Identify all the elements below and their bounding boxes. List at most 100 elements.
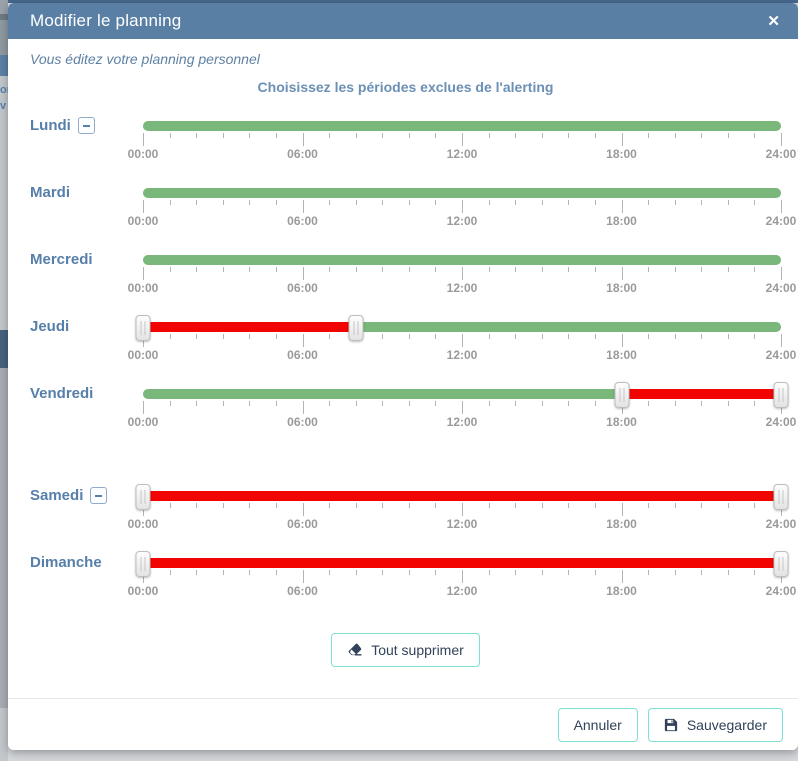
day-label: Dimanche <box>30 554 102 571</box>
slider-handle[interactable] <box>348 315 364 341</box>
slider-handle[interactable] <box>135 315 151 341</box>
slider-ticks <box>143 503 782 517</box>
slider-track[interactable] <box>143 255 781 265</box>
slider-track[interactable] <box>143 558 781 568</box>
tick-mark <box>568 267 570 272</box>
slider-track[interactable] <box>143 389 781 399</box>
tick-mark <box>648 133 650 138</box>
day-row: Lundi 00:00 06:00 12:00 18:00 24:00 <box>30 109 796 176</box>
tick-mark <box>674 267 676 272</box>
tick-label: 12:00 <box>446 415 478 429</box>
tick-mark <box>621 200 623 213</box>
tick-mark <box>701 334 703 339</box>
time-range-slider[interactable]: 00:00 06:00 12:00 18:00 24:00 <box>128 315 796 368</box>
tick-mark <box>754 570 756 575</box>
tick-mark <box>302 401 304 414</box>
slider-tick-labels: 00:00 06:00 12:00 18:00 24:00 <box>128 415 797 429</box>
tick-mark <box>435 401 437 406</box>
tick-mark <box>648 503 650 508</box>
tick-mark <box>568 133 570 138</box>
tick-mark <box>329 570 331 575</box>
tick-mark <box>435 503 437 508</box>
slider-segment-excluded[interactable] <box>143 491 781 501</box>
tick-mark <box>275 570 277 575</box>
slider-ticks <box>143 267 782 281</box>
tick-mark <box>382 503 384 508</box>
bg-block <box>0 330 8 368</box>
slider-segment-excluded[interactable] <box>143 322 356 332</box>
tick-label: 00:00 <box>127 214 159 228</box>
modal-footer: Annuler Sauvegarder <box>8 698 798 750</box>
day-label: Vendredi <box>30 385 94 402</box>
tick-mark <box>594 133 596 138</box>
tick-mark <box>275 401 277 406</box>
tick-mark <box>222 503 224 508</box>
tick-mark <box>275 267 277 272</box>
time-range-slider[interactable]: 00:00 06:00 12:00 18:00 24:00 <box>128 551 796 604</box>
slider-segment-active[interactable] <box>143 188 781 198</box>
tick-mark <box>594 503 596 508</box>
time-range-slider[interactable]: 00:00 06:00 12:00 18:00 24:00 <box>128 188 796 234</box>
tick-mark <box>701 133 703 138</box>
save-button[interactable]: Sauvegarder <box>647 708 783 742</box>
modal-body: Vous éditez votre planning personnel Cho… <box>8 39 798 667</box>
tick-mark <box>196 503 198 508</box>
tick-mark <box>302 200 304 213</box>
tick-mark <box>541 334 543 339</box>
tick-mark <box>222 570 224 575</box>
time-range-slider[interactable]: 00:00 06:00 12:00 18:00 24:00 <box>128 484 796 537</box>
slider-handle[interactable] <box>135 551 151 577</box>
tick-mark <box>515 200 517 205</box>
slider-segment-excluded[interactable] <box>621 389 781 399</box>
slider-handle[interactable] <box>135 484 151 510</box>
slider-segment-active[interactable] <box>143 121 781 131</box>
slider-ticks <box>143 133 782 147</box>
time-range-slider[interactable]: 00:00 06:00 12:00 18:00 24:00 <box>128 382 797 435</box>
page-left-strip: or v <box>0 0 8 761</box>
day-label-wrap: Dimanche <box>30 554 102 571</box>
close-icon[interactable]: ✕ <box>763 14 784 29</box>
tick-mark <box>541 570 543 575</box>
slider-segment-excluded[interactable] <box>143 558 781 568</box>
remove-day-icon[interactable] <box>90 487 108 504</box>
slider-handle[interactable] <box>773 382 789 408</box>
slider-handle[interactable] <box>773 484 789 510</box>
tick-mark <box>435 200 437 205</box>
tick-label: 00:00 <box>127 281 159 295</box>
day-label: Mercredi <box>30 251 93 268</box>
bg-text-fragment: or <box>0 84 8 96</box>
bg-block <box>0 55 8 76</box>
tick-mark <box>143 267 144 280</box>
tick-mark <box>674 570 676 575</box>
slider-track[interactable] <box>143 121 781 131</box>
slider-segment-active[interactable] <box>143 389 622 399</box>
day-label: Samedi <box>30 487 84 504</box>
bg-block <box>0 14 8 20</box>
remove-day-icon[interactable] <box>77 117 95 134</box>
tick-mark <box>382 401 384 406</box>
eraser-icon <box>347 643 362 657</box>
day-row: Mercredi 00:00 06:00 12:00 18:00 24:00 <box>30 243 796 310</box>
slider-track[interactable] <box>143 491 781 501</box>
day-label-wrap: Mercredi <box>30 251 93 268</box>
tick-mark <box>515 267 517 272</box>
tick-mark <box>355 503 357 508</box>
slider-track[interactable] <box>143 322 781 332</box>
tick-mark <box>249 570 251 575</box>
tick-mark <box>196 334 198 339</box>
slider-track[interactable] <box>143 188 781 198</box>
tick-mark <box>701 503 703 508</box>
tick-label: 12:00 <box>446 214 478 228</box>
slider-handle[interactable] <box>773 551 789 577</box>
time-range-slider[interactable]: 00:00 06:00 12:00 18:00 24:00 <box>128 121 796 167</box>
slider-handle[interactable] <box>614 382 629 408</box>
slider-segment-active[interactable] <box>143 255 781 265</box>
tick-mark <box>196 267 198 272</box>
tick-mark <box>435 570 437 575</box>
time-range-slider[interactable]: 00:00 06:00 12:00 18:00 24:00 <box>128 255 796 301</box>
tick-mark <box>701 401 703 406</box>
delete-all-button[interactable]: Tout supprimer <box>331 633 480 667</box>
cancel-button[interactable]: Annuler <box>557 708 638 742</box>
day-row: Vendredi 00:00 06:00 12:00 18:00 24:00 <box>30 377 797 444</box>
slider-segment-active[interactable] <box>355 322 781 332</box>
